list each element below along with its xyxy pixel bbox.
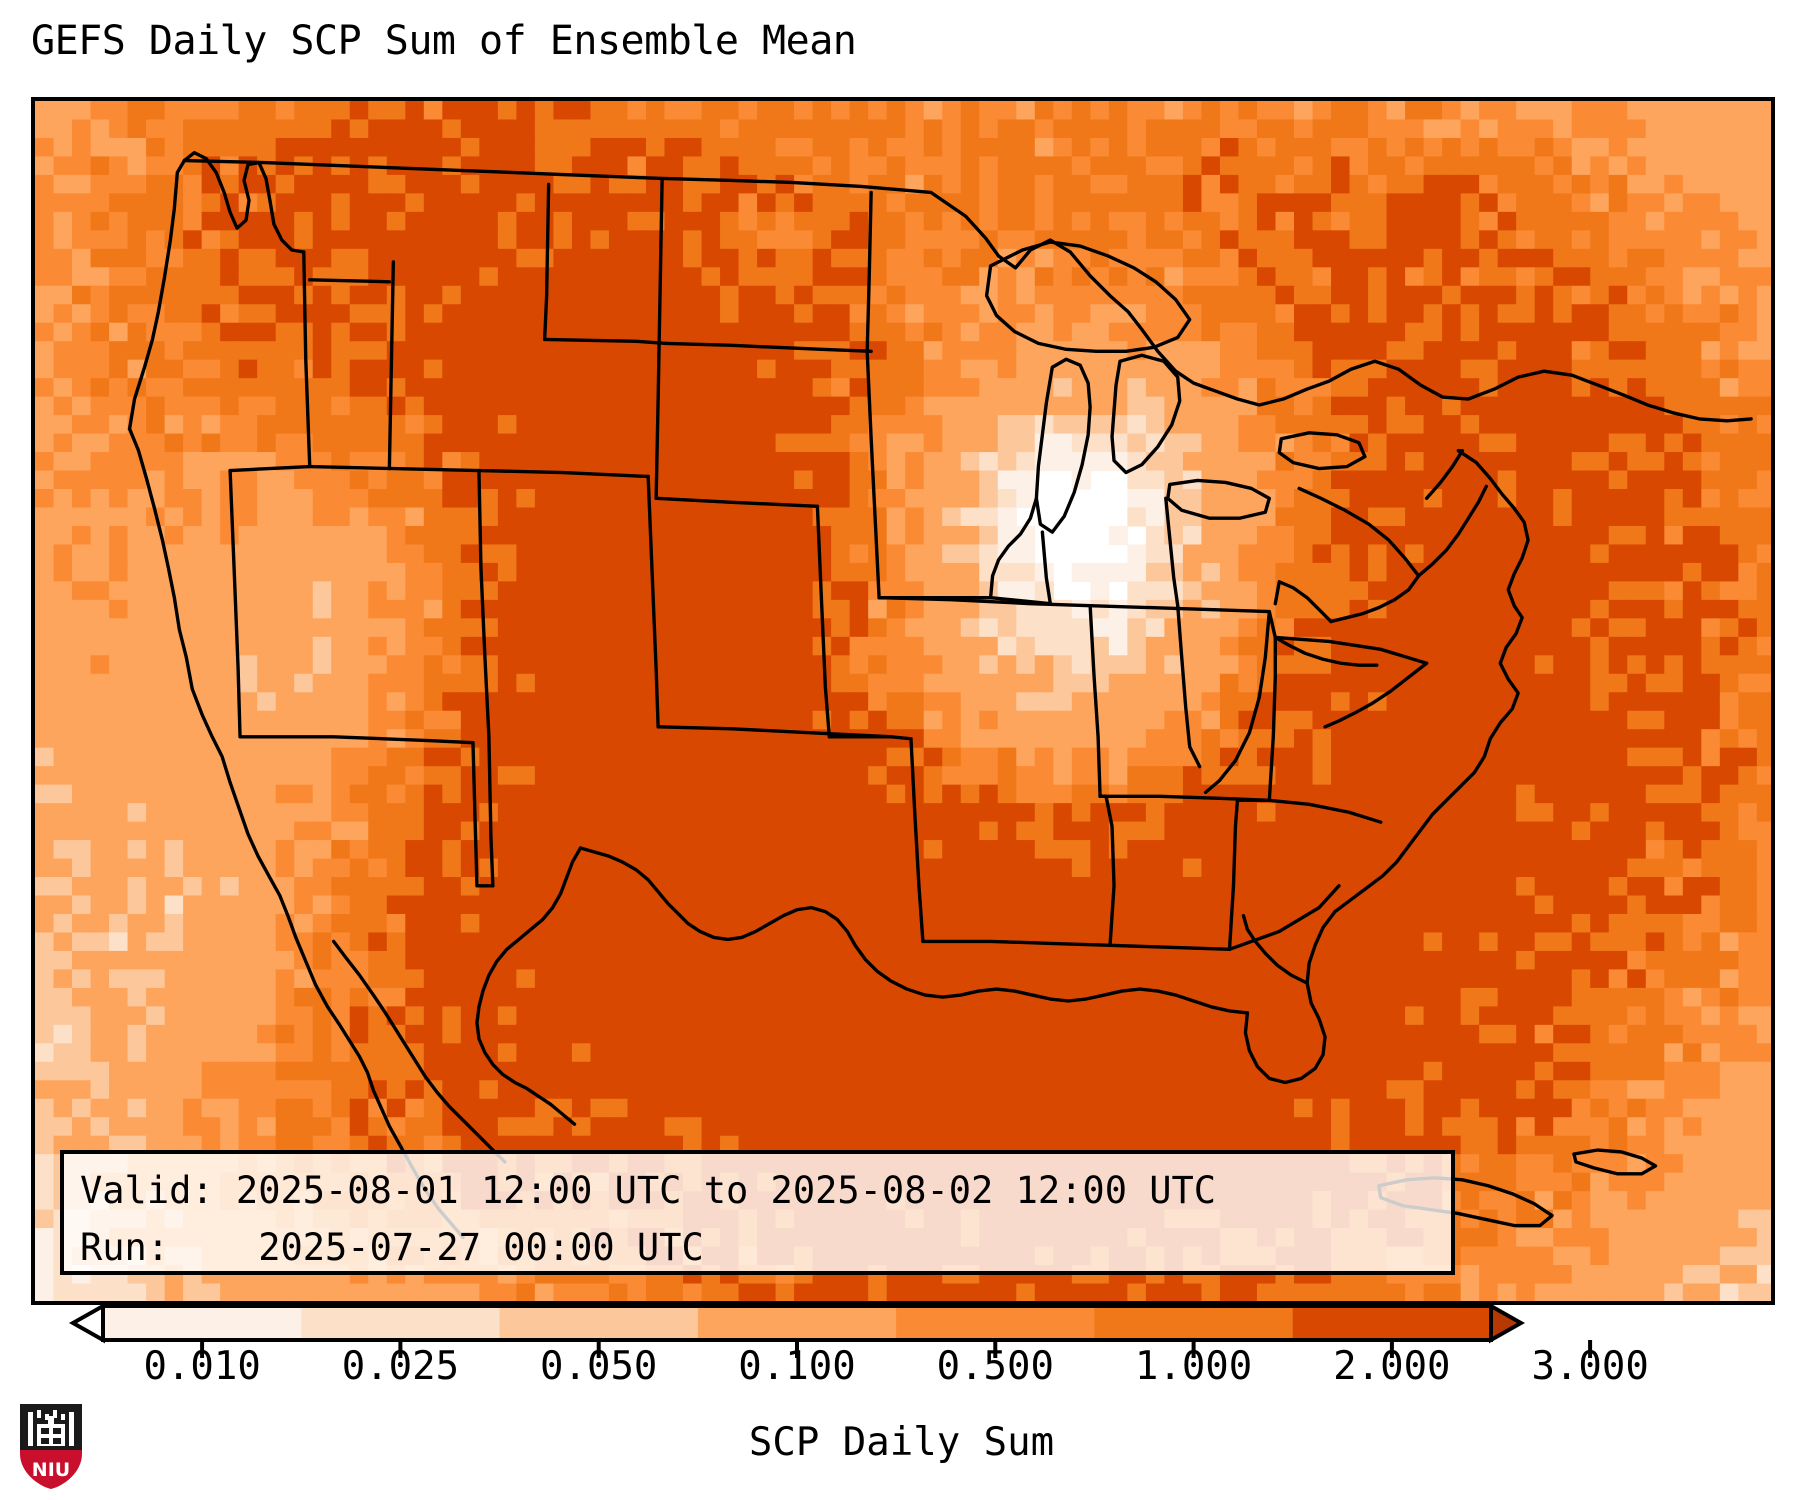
colorbar: 0.010 0.025 0.050 0.100 0.500 1.000 2.000 3.000… [0,1296,1803,1500]
colorbar-tick-6: 2.000 [1333,1344,1451,1389]
colorbar-tick-7: 3.000 [1531,1344,1649,1389]
map-canvas [35,101,1771,1301]
colorbar-tick-1: 0.025 [341,1344,460,1389]
geography-borders-layer [127,150,1753,1240]
heatmap-grid-layer [35,101,1771,1301]
colorbar-tick-3: 0.100 [738,1344,856,1389]
colorbar-tick-2: 0.050 [540,1344,658,1389]
niu-logo: NIU [18,1402,84,1491]
colorbar-swatches [68,1302,1593,1358]
niu-logo-text: NIU [32,1459,70,1481]
page-title: GEFS Daily SCP Sum of Ensemble Mean [31,18,857,64]
run-time-line: Run: 2025-07-27 00:00 UTC [80,1226,704,1269]
colorbar-tick-0: 0.010 [143,1344,261,1389]
valid-time-line: Valid: 2025-08-01 12:00 UTC to 2025-08-0… [80,1169,1217,1212]
annotation-box: Valid: 2025-08-01 12:00 UTC to 2025-08-0… [60,1150,1455,1275]
colorbar-axis-label: SCP Daily Sum [748,1420,1055,1465]
map-panel [31,97,1775,1305]
colorbar-tick-5: 1.000 [1134,1344,1253,1389]
colorbar-tick-4: 0.500 [936,1344,1054,1389]
